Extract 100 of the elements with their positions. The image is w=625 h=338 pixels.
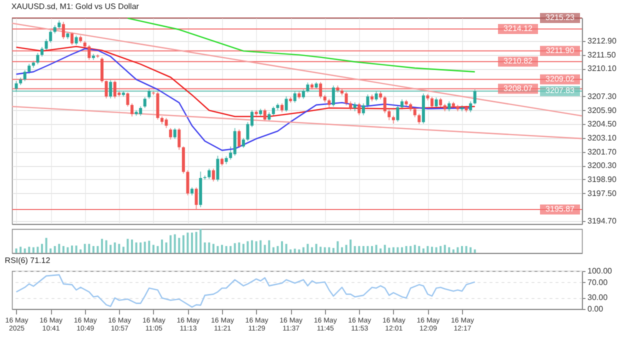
bar — [281, 241, 283, 253]
bar — [28, 246, 30, 253]
bar — [152, 244, 154, 253]
bar — [114, 242, 116, 253]
bar — [320, 246, 322, 253]
bar — [440, 246, 442, 253]
bar — [80, 249, 82, 253]
y-tick-label: 30.00 — [588, 293, 608, 302]
y-tick-label: 100.00 — [588, 266, 613, 276]
ref-line-label: 3215.23 — [546, 13, 576, 22]
bar — [272, 247, 274, 253]
bar — [230, 246, 232, 253]
bar — [242, 244, 244, 253]
bar — [186, 232, 189, 253]
bar — [456, 247, 459, 253]
bar — [366, 246, 369, 253]
bar — [328, 247, 330, 253]
bar — [246, 241, 249, 253]
bar — [96, 246, 99, 253]
bar — [126, 238, 129, 253]
bar — [204, 242, 206, 253]
bar — [380, 248, 382, 253]
bar — [140, 242, 142, 253]
y-tick-label: 3201.70 — [588, 147, 617, 156]
bar — [410, 246, 412, 253]
bar — [375, 244, 378, 253]
bar — [422, 248, 424, 253]
bar — [191, 232, 193, 253]
bar — [135, 242, 138, 253]
bar — [92, 246, 94, 253]
bar — [465, 246, 468, 253]
bar — [294, 248, 296, 253]
bar — [431, 246, 433, 253]
bar — [426, 246, 429, 253]
bar — [212, 244, 214, 253]
bar — [285, 244, 288, 253]
bar — [311, 247, 313, 253]
bar — [276, 246, 279, 253]
bar — [371, 246, 373, 253]
y-tick-label: 3203.10 — [588, 133, 617, 142]
ref-line-label: 3195.87 — [546, 204, 576, 214]
y-tick-label: 70.00 — [588, 278, 608, 287]
y-tick-label: 3198.90 — [588, 174, 617, 184]
line-series — [127, 18, 476, 72]
bar — [195, 232, 198, 253]
bar — [165, 242, 168, 253]
bar — [15, 248, 18, 253]
bar — [345, 244, 348, 253]
bar — [225, 246, 228, 253]
bar — [32, 247, 34, 253]
y-tick-label: 3212.90 — [588, 36, 617, 46]
bar — [264, 244, 266, 253]
bar — [131, 240, 133, 253]
bar — [401, 247, 403, 253]
chart-title: RSI(6) 71.12 — [4, 256, 51, 265]
bar — [315, 244, 318, 253]
bar — [156, 246, 159, 253]
bar — [358, 246, 360, 253]
bar — [36, 246, 39, 253]
bar — [122, 246, 124, 253]
bar — [414, 244, 416, 253]
bar — [332, 248, 334, 253]
bar — [396, 247, 399, 253]
ref-line-label: 3207.83 — [546, 86, 576, 96]
bar — [461, 246, 463, 253]
y-tick-label: 3210.10 — [588, 64, 617, 74]
bar — [20, 246, 22, 253]
bar — [182, 235, 184, 253]
y-tick-label: 3200.30 — [588, 161, 617, 170]
line-series — [16, 274, 476, 308]
bar — [75, 246, 78, 253]
bar — [392, 247, 394, 253]
bar — [298, 249, 300, 253]
ref-line-label: 3214.12 — [504, 24, 534, 33]
y-tick-label: 3207.30 — [588, 92, 617, 101]
bar — [216, 246, 219, 253]
y-tick-label: 0.00 — [588, 304, 604, 314]
bar — [144, 242, 146, 253]
bar — [54, 246, 56, 253]
bar — [290, 249, 292, 253]
bar — [84, 244, 86, 253]
y-tick-label: 3194.70 — [588, 216, 617, 226]
bar — [118, 244, 120, 253]
bar — [324, 247, 326, 253]
bar — [260, 240, 262, 253]
bar — [474, 249, 476, 253]
bar — [418, 246, 420, 253]
bar — [200, 229, 202, 253]
bar — [444, 244, 446, 253]
bar — [234, 243, 236, 253]
ref-line-label: 3210.82 — [504, 56, 534, 66]
bar — [388, 248, 390, 253]
bar — [110, 244, 112, 253]
bar — [62, 246, 64, 253]
bar — [105, 240, 108, 253]
bar — [268, 240, 270, 253]
bar — [435, 247, 438, 253]
bar — [58, 244, 60, 253]
bar — [452, 249, 454, 253]
bar — [341, 247, 343, 253]
